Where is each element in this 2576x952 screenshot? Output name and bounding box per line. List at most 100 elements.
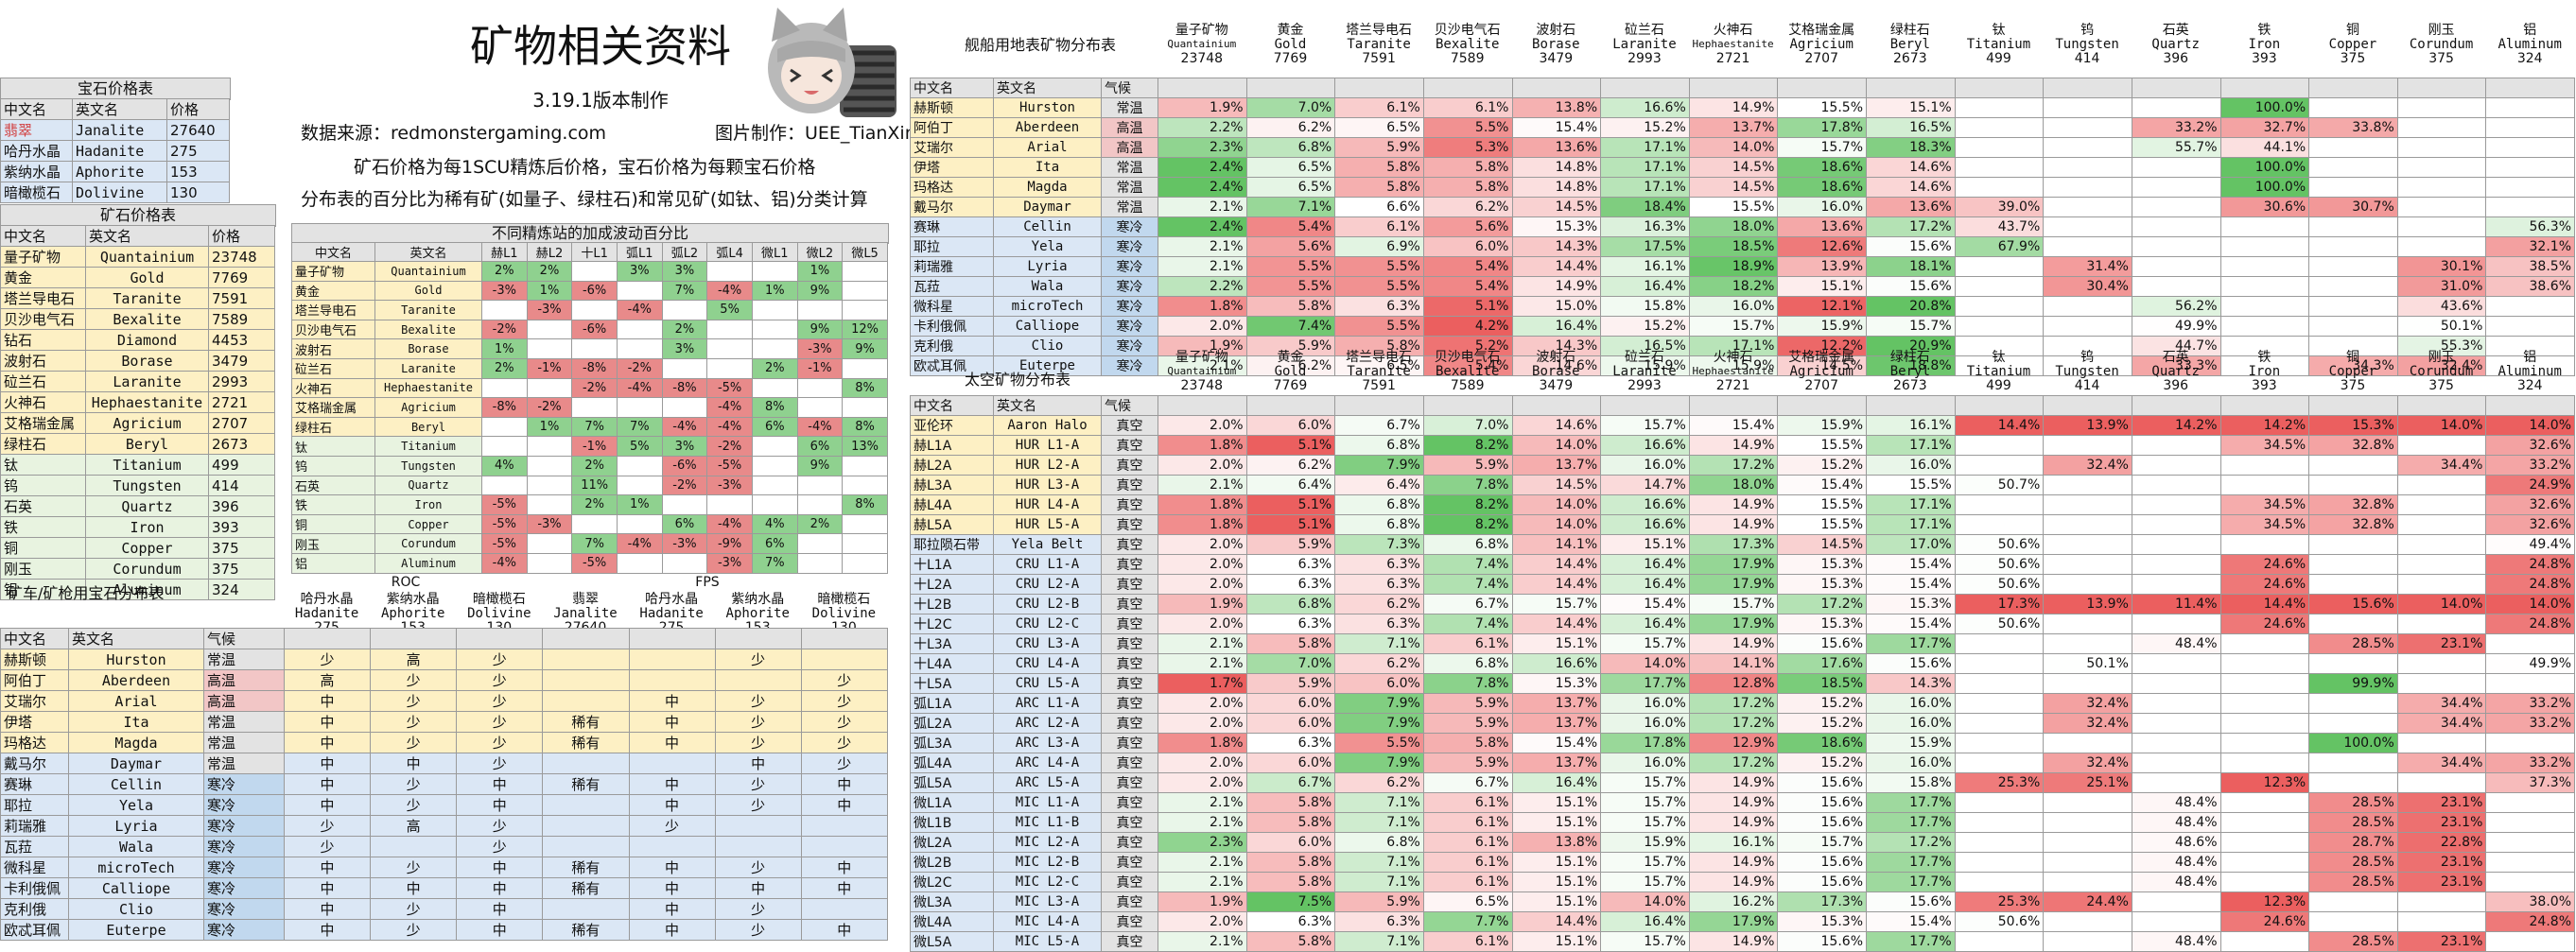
percent-cell: 7.9% [1334, 753, 1424, 773]
percent-cell [1954, 455, 2045, 476]
cn-name-cell: 耶拉 [0, 794, 69, 816]
bonus-cell [526, 319, 573, 340]
ore-price-row: 贝沙电气石 Bexalite 7589 [0, 308, 275, 330]
abundance-cell [714, 815, 802, 837]
percent-cell [2043, 931, 2132, 952]
ore-col-cn: 塔兰导电石 [1346, 23, 1413, 38]
ore-col-price: 2721 [1715, 51, 1750, 66]
bonus-cell [796, 552, 844, 574]
bonus-cell: -4% [616, 300, 663, 320]
cn-name-cell: 黄金 [0, 267, 86, 288]
percent-cell: 14.6% [1511, 355, 1602, 376]
refinery-row: 黄金 Gold -3% 1% -6% 7% -4% 1% 9% [291, 280, 888, 302]
percent-cell: 13.8% [1511, 832, 1602, 853]
space_dist-row: 弧L4A ARC L4-A 真空 2.0% 6.0% 7.9% 5.9% 13.7% 16.0%… [910, 753, 2575, 773]
ore-col-price: 2993 [1627, 51, 1662, 66]
percent-cell [2485, 157, 2575, 178]
percent-cell: 14.0% [1688, 137, 1779, 158]
percent-cell: 6.1% [1422, 633, 1513, 654]
en-name-cell: Laranite [374, 357, 482, 379]
abundance-cell: 少 [714, 732, 802, 753]
abundance-cell: 中 [800, 794, 888, 816]
ore-col-cn: 石英 [2162, 350, 2189, 365]
percent-cell: 37.3% [2485, 772, 2575, 793]
percent-cell [2396, 216, 2487, 237]
percent-cell: 32.4% [2043, 693, 2132, 714]
percent-cell [2219, 931, 2310, 952]
climate-cell: 寒冷 [1101, 316, 1158, 337]
bonus-cell: 2% [796, 513, 844, 535]
en-name-cell: Titanium [374, 436, 482, 457]
header-spacer [2308, 78, 2398, 98]
abundance-cell: 中 [283, 877, 372, 899]
abundance-cell: 少 [800, 669, 888, 691]
ore-col-en: Quantainium [1167, 38, 1237, 50]
percent-cell [2043, 514, 2132, 535]
abundance-cell: 中 [283, 898, 372, 920]
en-name-cell: Aluminum [85, 579, 209, 600]
en-name-cell: Gold [85, 267, 209, 288]
en-name-cell: Yela [68, 794, 204, 816]
header-spacer [1688, 78, 1779, 98]
cn-name-cell: 克利俄 [910, 336, 994, 356]
header-spacer [2043, 395, 2132, 416]
percent-cell: 7.9% [1334, 713, 1424, 734]
percent-cell: 14.2% [2219, 415, 2310, 436]
percent-cell [2396, 614, 2487, 634]
surface_dist-row: 卡利俄佩 Calliope 寒冷 2.0% 7.4% 5.5% 4.2% 16.4% 15.2%… [910, 316, 2575, 337]
percent-cell: 55.3% [2396, 336, 2487, 356]
cn-name-cell: 钨 [0, 475, 86, 496]
climate-cell: 真空 [1101, 832, 1158, 853]
climate-cell: 真空 [1101, 534, 1158, 555]
ore-col-price: 7769 [1273, 51, 1308, 66]
percent-cell [2308, 574, 2398, 595]
cn-name-cell: 贝沙电气石 [0, 308, 86, 330]
percent-cell: 24.6% [2219, 574, 2310, 595]
percent-cell: 16.6% [1600, 514, 1690, 535]
bonus-cell: -6% [571, 280, 618, 302]
gem-col-en: Aphorite [725, 606, 790, 621]
percent-cell: 2.1% [1157, 812, 1247, 833]
percent-cell: 50.6% [1954, 911, 2045, 932]
abundance-cell: 少 [283, 815, 372, 837]
percent-cell: 33.8% [2308, 117, 2398, 138]
percent-cell: 1.8% [1157, 435, 1247, 456]
percent-cell: 15.2% [1777, 455, 1867, 476]
percent-cell: 2.1% [1157, 475, 1247, 495]
header-cell: 价格 [208, 225, 275, 247]
percent-cell: 15.3% [1511, 216, 1602, 237]
bonus-cell: 13% [842, 436, 888, 457]
percent-cell [2131, 177, 2221, 198]
percent-cell [2131, 693, 2221, 714]
bonus-cell: 6% [751, 416, 798, 438]
cn-name-cell: 翡翠 [0, 119, 73, 141]
header-spacer [1511, 78, 1602, 98]
bonus-cell: -5% [706, 377, 753, 399]
percent-cell [2043, 574, 2132, 595]
cn-name-cell: 绿柱石 [0, 433, 86, 455]
percent-cell: 14.0% [1511, 514, 1602, 535]
percent-cell: 5.5% [1334, 276, 1424, 297]
percent-cell: 14.9% [1688, 97, 1779, 118]
percent-cell: 2.4% [1157, 177, 1247, 198]
percent-cell [1954, 435, 2045, 456]
abundance-cell: 中 [628, 877, 716, 899]
cn-name-cell: 贝沙电气石 [291, 319, 375, 340]
percent-cell: 2.1% [1157, 197, 1247, 217]
percent-cell: 13.7% [1511, 693, 1602, 714]
header-cell: 中文名 [0, 628, 69, 649]
percent-cell: 14.3% [1866, 673, 1956, 694]
en-name-cell: Magda [993, 177, 1102, 198]
percent-cell: 7.4% [1422, 614, 1513, 634]
percent-cell [2043, 554, 2132, 575]
header-cell: 英文名 [374, 242, 482, 262]
cn-name-cell: 火神石 [0, 391, 86, 413]
ore-price-row: 钻石 Diamond 4453 [0, 329, 275, 351]
space_dist-row: 十L2B CRU L2-B 真空 1.9% 6.8% 6.2% 6.7% 15.7% 15.4%… [910, 594, 2575, 614]
gem-price-title: 宝石价格表 [0, 78, 231, 100]
percent-cell: 32.4% [2396, 355, 2487, 376]
bonus-cell: -4% [706, 397, 753, 418]
refinery-row: 量子矿物 Quantainium 2% 2% 3% 3% 1% [291, 261, 888, 282]
bonus-cell: -3% [706, 552, 753, 574]
header-spacer [2485, 395, 2575, 416]
